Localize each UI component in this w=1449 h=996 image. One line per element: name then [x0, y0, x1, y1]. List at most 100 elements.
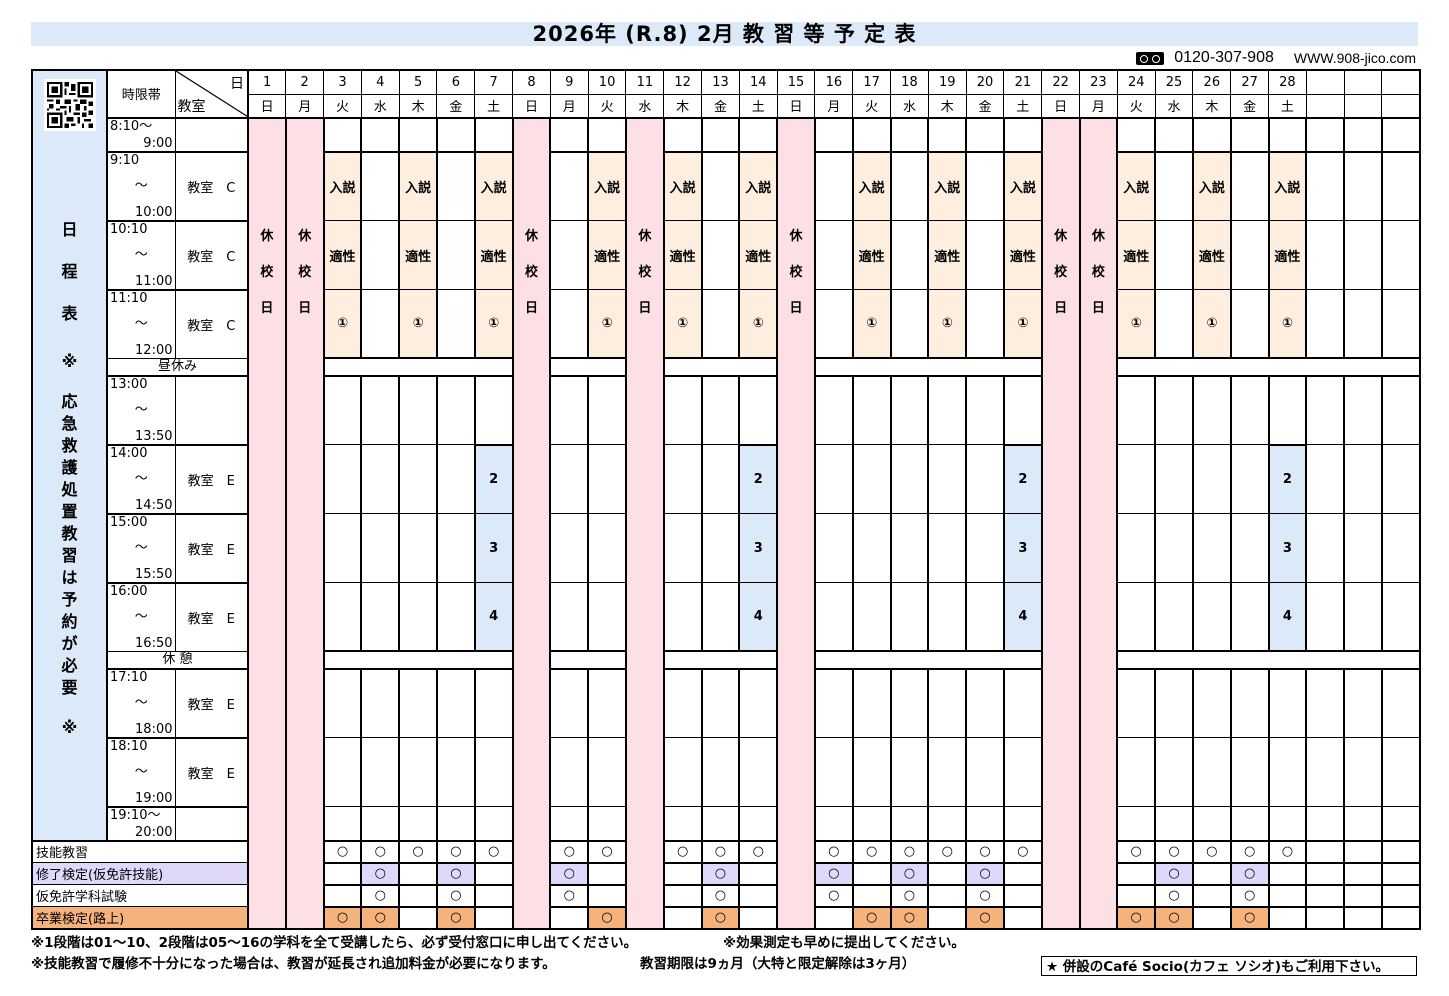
availability-mark[interactable]: ○	[360, 861, 401, 885]
schedule-cell[interactable]	[889, 374, 930, 445]
schedule-cell[interactable]	[1154, 806, 1194, 842]
schedule-cell[interactable]	[1191, 806, 1232, 842]
schedule-cell[interactable]	[738, 806, 779, 842]
schedule-cell[interactable]	[700, 220, 741, 290]
schedule-cell[interactable]	[473, 806, 514, 842]
schedule-cell[interactable]	[549, 806, 590, 842]
schedule-cell[interactable]	[927, 513, 968, 583]
schedule-cell[interactable]	[1305, 289, 1346, 359]
schedule-cell[interactable]	[1229, 116, 1270, 152]
qr-code-icon[interactable]	[43, 79, 96, 131]
schedule-cell[interactable]	[1343, 374, 1383, 445]
schedule-cell[interactable]	[1229, 220, 1270, 290]
empty-cell[interactable]	[1380, 905, 1421, 930]
availability-mark[interactable]: ○	[927, 839, 968, 863]
schedule-cell[interactable]	[1116, 582, 1157, 652]
schedule-cell[interactable]	[1191, 513, 1232, 583]
schedule-cell[interactable]	[360, 806, 401, 842]
schedule-cell[interactable]	[1343, 582, 1383, 652]
availability-mark[interactable]: ○	[851, 839, 892, 863]
empty-cell[interactable]	[1002, 905, 1043, 930]
schedule-cell[interactable]	[322, 513, 363, 583]
schedule-cell[interactable]	[1305, 582, 1346, 652]
schedule-cell[interactable]	[398, 444, 438, 514]
class-cell[interactable]: 4	[738, 582, 779, 652]
empty-cell[interactable]	[1002, 861, 1043, 885]
availability-mark[interactable]: ○	[549, 839, 590, 863]
class-cell[interactable]: ①	[927, 289, 968, 359]
schedule-cell[interactable]	[1343, 444, 1383, 514]
schedule-cell[interactable]	[435, 737, 476, 807]
schedule-cell[interactable]	[700, 737, 741, 807]
schedule-cell[interactable]	[1267, 806, 1308, 842]
class-cell[interactable]: 4	[1002, 582, 1043, 652]
class-cell[interactable]: ①	[1267, 289, 1308, 359]
schedule-cell[interactable]	[1229, 444, 1270, 514]
empty-cell[interactable]	[1343, 839, 1383, 863]
availability-mark[interactable]: ○	[1229, 839, 1270, 863]
schedule-cell[interactable]	[813, 374, 854, 445]
schedule-cell[interactable]	[927, 374, 968, 445]
class-cell[interactable]: ①	[473, 289, 514, 359]
schedule-cell[interactable]	[1229, 289, 1270, 359]
availability-mark[interactable]: ○	[700, 861, 741, 885]
schedule-cell[interactable]	[549, 582, 590, 652]
class-cell[interactable]: 適性	[738, 220, 779, 290]
class-cell[interactable]: 入説	[927, 150, 968, 221]
class-cell[interactable]: 適性	[1002, 220, 1043, 290]
empty-cell[interactable]	[851, 883, 892, 907]
empty-cell[interactable]	[662, 883, 703, 907]
availability-mark[interactable]: ○	[473, 839, 514, 863]
schedule-cell[interactable]	[813, 220, 854, 290]
availability-mark[interactable]: ○	[360, 839, 401, 863]
empty-cell[interactable]	[1305, 905, 1346, 930]
schedule-cell[interactable]	[927, 116, 968, 152]
empty-cell[interactable]	[1305, 839, 1346, 863]
empty-cell[interactable]	[1116, 861, 1157, 885]
schedule-cell[interactable]	[700, 667, 741, 738]
schedule-cell[interactable]	[1116, 374, 1157, 445]
schedule-cell[interactable]	[965, 289, 1005, 359]
schedule-cell[interactable]	[889, 116, 930, 152]
schedule-cell[interactable]	[851, 513, 892, 583]
schedule-cell[interactable]	[435, 667, 476, 738]
schedule-cell[interactable]	[549, 667, 590, 738]
schedule-cell[interactable]	[889, 667, 930, 738]
schedule-cell[interactable]	[435, 220, 476, 290]
schedule-cell[interactable]	[1154, 374, 1194, 445]
empty-cell[interactable]	[927, 883, 968, 907]
schedule-cell[interactable]	[322, 667, 363, 738]
schedule-cell[interactable]	[1305, 513, 1346, 583]
schedule-cell[interactable]	[1154, 667, 1194, 738]
schedule-cell[interactable]	[360, 220, 401, 290]
schedule-cell[interactable]	[1002, 374, 1043, 445]
schedule-cell[interactable]	[1002, 116, 1043, 152]
schedule-cell[interactable]	[587, 116, 627, 152]
schedule-cell[interactable]	[738, 374, 779, 445]
schedule-cell[interactable]	[662, 737, 703, 807]
empty-cell[interactable]	[1191, 905, 1232, 930]
class-cell[interactable]: ①	[587, 289, 627, 359]
schedule-cell[interactable]	[398, 737, 438, 807]
schedule-cell[interactable]	[1343, 737, 1383, 807]
availability-mark[interactable]: ○	[1154, 839, 1194, 863]
schedule-cell[interactable]	[700, 582, 741, 652]
schedule-cell[interactable]	[473, 116, 514, 152]
empty-cell[interactable]	[1002, 883, 1043, 907]
class-cell[interactable]: ①	[1116, 289, 1157, 359]
schedule-cell[interactable]	[1002, 667, 1043, 738]
schedule-cell[interactable]	[398, 667, 438, 738]
schedule-cell[interactable]	[1380, 374, 1421, 445]
availability-mark[interactable]: ○	[549, 861, 590, 885]
class-cell[interactable]: 3	[473, 513, 514, 583]
availability-mark[interactable]: ○	[1154, 905, 1194, 930]
empty-cell[interactable]	[1380, 839, 1421, 863]
schedule-cell[interactable]	[1267, 737, 1308, 807]
schedule-cell[interactable]	[1154, 289, 1194, 359]
schedule-cell[interactable]	[435, 444, 476, 514]
schedule-cell[interactable]	[662, 374, 703, 445]
availability-mark[interactable]: ○	[700, 905, 741, 930]
empty-cell[interactable]	[1380, 883, 1421, 907]
schedule-cell[interactable]	[889, 444, 930, 514]
availability-mark[interactable]: ○	[1154, 861, 1194, 885]
